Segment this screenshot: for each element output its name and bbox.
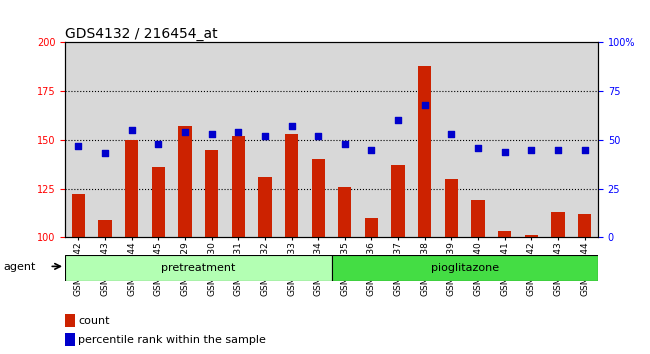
- Text: count: count: [79, 316, 110, 326]
- Text: agent: agent: [3, 262, 36, 272]
- Bar: [225, 42, 252, 237]
- Bar: [172, 42, 198, 237]
- Bar: [545, 42, 571, 237]
- Bar: [525, 235, 538, 237]
- Point: [100, 150, 110, 156]
- Point: [420, 102, 430, 108]
- Point: [553, 147, 564, 152]
- Bar: [571, 42, 598, 237]
- Bar: [518, 42, 545, 237]
- Bar: [465, 42, 491, 237]
- Bar: [65, 314, 75, 327]
- Bar: [205, 149, 218, 237]
- Bar: [92, 42, 118, 237]
- Bar: [65, 333, 75, 346]
- Bar: [278, 42, 305, 237]
- Bar: [145, 42, 172, 237]
- Point: [153, 141, 164, 147]
- Bar: [65, 255, 332, 281]
- Bar: [258, 177, 272, 237]
- Bar: [252, 42, 278, 237]
- Point: [446, 131, 456, 137]
- Text: percentile rank within the sample: percentile rank within the sample: [79, 335, 266, 345]
- Bar: [151, 167, 165, 237]
- Point: [393, 118, 403, 123]
- Bar: [125, 140, 138, 237]
- Bar: [231, 136, 245, 237]
- Bar: [332, 255, 598, 281]
- Point: [473, 145, 484, 150]
- Text: GDS4132 / 216454_at: GDS4132 / 216454_at: [65, 28, 218, 41]
- Point: [126, 127, 137, 133]
- Bar: [551, 212, 565, 237]
- Text: pioglitazone: pioglitazone: [431, 263, 499, 273]
- Bar: [385, 42, 411, 237]
- Point: [313, 133, 324, 139]
- Point: [206, 131, 216, 137]
- Bar: [332, 42, 358, 237]
- Point: [259, 133, 270, 139]
- Point: [339, 141, 350, 147]
- Text: pretreatment: pretreatment: [161, 263, 235, 273]
- Bar: [445, 179, 458, 237]
- Bar: [285, 134, 298, 237]
- Point: [73, 143, 83, 148]
- Bar: [418, 66, 432, 237]
- Bar: [438, 42, 465, 237]
- Bar: [65, 42, 92, 237]
- Point: [367, 147, 377, 152]
- Point: [500, 149, 510, 154]
- Point: [179, 129, 190, 135]
- Bar: [178, 126, 192, 237]
- Bar: [411, 42, 438, 237]
- Bar: [391, 165, 405, 237]
- Point: [526, 147, 537, 152]
- Bar: [311, 159, 325, 237]
- Bar: [471, 200, 485, 237]
- Point: [233, 129, 244, 135]
- Bar: [98, 219, 112, 237]
- Point: [580, 147, 590, 152]
- Bar: [338, 187, 352, 237]
- Bar: [198, 42, 225, 237]
- Bar: [578, 214, 592, 237]
- Bar: [365, 218, 378, 237]
- Bar: [358, 42, 385, 237]
- Bar: [498, 232, 512, 237]
- Point: [287, 123, 297, 129]
- Bar: [491, 42, 518, 237]
- Bar: [118, 42, 145, 237]
- Bar: [305, 42, 332, 237]
- Bar: [72, 194, 85, 237]
